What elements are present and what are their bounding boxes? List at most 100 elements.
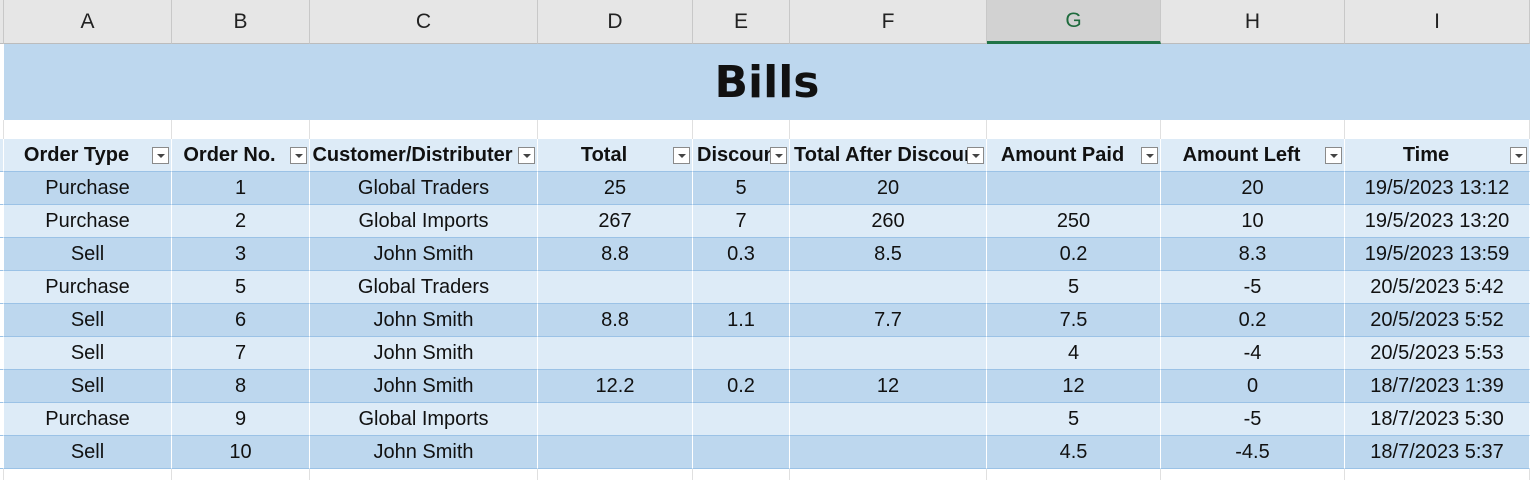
header-amount-left[interactable]: Amount Left xyxy=(1161,139,1345,172)
cell-amount-left[interactable]: 0 xyxy=(1161,370,1345,403)
cell-amount-left[interactable]: -5 xyxy=(1161,403,1345,436)
cell-amount-paid[interactable]: 5 xyxy=(987,271,1161,304)
cell-customer[interactable]: Global Traders xyxy=(310,172,538,205)
cell-time[interactable]: 20/5/2023 5:52 xyxy=(1345,304,1530,337)
sheet-title[interactable]: Bills xyxy=(714,56,820,108)
cell-total[interactable] xyxy=(538,337,693,370)
filter-dropdown-icon[interactable] xyxy=(1510,147,1527,164)
cell-discount[interactable]: 5 xyxy=(693,172,790,205)
cell-amount-paid[interactable]: 5 xyxy=(987,403,1161,436)
cell[interactable] xyxy=(987,469,1161,480)
filter-dropdown-icon[interactable] xyxy=(1325,147,1342,164)
cell[interactable] xyxy=(4,469,172,480)
cell[interactable] xyxy=(790,469,987,480)
cell-discount[interactable] xyxy=(693,403,790,436)
column-header-f[interactable]: F xyxy=(790,0,987,44)
cell-customer[interactable]: Global Traders xyxy=(310,271,538,304)
cell[interactable] xyxy=(1345,469,1530,480)
cell-order-no[interactable]: 10 xyxy=(172,436,310,469)
cell-total-after-discount[interactable] xyxy=(790,271,987,304)
cell-order-no[interactable]: 5 xyxy=(172,271,310,304)
cell-amount-left[interactable]: -4.5 xyxy=(1161,436,1345,469)
cell-time[interactable]: 18/7/2023 5:30 xyxy=(1345,403,1530,436)
cell-order-type[interactable]: Purchase xyxy=(4,403,172,436)
cell[interactable] xyxy=(1161,469,1345,480)
cell[interactable] xyxy=(310,120,538,139)
cell[interactable] xyxy=(538,469,693,480)
cell-time[interactable]: 18/7/2023 5:37 xyxy=(1345,436,1530,469)
cell-total[interactable]: 12.2 xyxy=(538,370,693,403)
cell-time[interactable]: 20/5/2023 5:42 xyxy=(1345,271,1530,304)
cell-time[interactable]: 18/7/2023 1:39 xyxy=(1345,370,1530,403)
cell-amount-left[interactable]: -5 xyxy=(1161,271,1345,304)
cell-discount[interactable] xyxy=(693,271,790,304)
cell-order-type[interactable]: Sell xyxy=(4,337,172,370)
cell-amount-paid[interactable]: 4.5 xyxy=(987,436,1161,469)
cell-amount-paid[interactable]: 0.2 xyxy=(987,238,1161,271)
cell-time[interactable]: 20/5/2023 5:53 xyxy=(1345,337,1530,370)
cell-customer[interactable]: John Smith xyxy=(310,436,538,469)
cell-total-after-discount[interactable]: 7.7 xyxy=(790,304,987,337)
cell-total[interactable]: 267 xyxy=(538,205,693,238)
cell-total-after-discount[interactable]: 8.5 xyxy=(790,238,987,271)
cell-total[interactable]: 25 xyxy=(538,172,693,205)
cell-amount-paid[interactable]: 250 xyxy=(987,205,1161,238)
cell-amount-left[interactable]: 20 xyxy=(1161,172,1345,205)
cell-amount-paid[interactable]: 12 xyxy=(987,370,1161,403)
cell-customer[interactable]: John Smith xyxy=(310,337,538,370)
column-header-h[interactable]: H xyxy=(1161,0,1345,44)
header-customer[interactable]: Customer/Distributer xyxy=(310,139,538,172)
cell-order-no[interactable]: 7 xyxy=(172,337,310,370)
cell-amount-paid[interactable]: 7.5 xyxy=(987,304,1161,337)
filter-dropdown-icon[interactable] xyxy=(967,147,984,164)
filter-dropdown-icon[interactable] xyxy=(770,147,787,164)
cell-time[interactable]: 19/5/2023 13:59 xyxy=(1345,238,1530,271)
cell[interactable] xyxy=(693,120,790,139)
cell-total-after-discount[interactable] xyxy=(790,337,987,370)
cell-order-type[interactable]: Sell xyxy=(4,304,172,337)
cell-time[interactable]: 19/5/2023 13:12 xyxy=(1345,172,1530,205)
column-header-c[interactable]: C xyxy=(310,0,538,44)
column-header-g[interactable]: G xyxy=(987,0,1161,44)
cell-order-type[interactable]: Sell xyxy=(4,238,172,271)
cell-order-type[interactable]: Purchase xyxy=(4,271,172,304)
cell-order-no[interactable]: 8 xyxy=(172,370,310,403)
cell-customer[interactable]: Global Imports xyxy=(310,205,538,238)
cell-order-no[interactable]: 3 xyxy=(172,238,310,271)
column-header-e[interactable]: E xyxy=(693,0,790,44)
filter-dropdown-icon[interactable] xyxy=(152,147,169,164)
cell-time[interactable]: 19/5/2023 13:20 xyxy=(1345,205,1530,238)
cell-order-no[interactable]: 2 xyxy=(172,205,310,238)
cell-amount-paid[interactable]: 4 xyxy=(987,337,1161,370)
cell-total[interactable] xyxy=(538,403,693,436)
header-order-type[interactable]: Order Type xyxy=(4,139,172,172)
cell-order-type[interactable]: Purchase xyxy=(4,172,172,205)
select-all-corner[interactable] xyxy=(0,0,4,44)
cell-amount-left[interactable]: 8.3 xyxy=(1161,238,1345,271)
cell-discount[interactable]: 7 xyxy=(693,205,790,238)
cell[interactable] xyxy=(172,120,310,139)
cell-total-after-discount[interactable]: 20 xyxy=(790,172,987,205)
header-time[interactable]: Time xyxy=(1345,139,1530,172)
cell-total-after-discount[interactable]: 260 xyxy=(790,205,987,238)
cell-amount-left[interactable]: -4 xyxy=(1161,337,1345,370)
header-discount[interactable]: Discount xyxy=(693,139,790,172)
cell-discount[interactable]: 0.2 xyxy=(693,370,790,403)
cell[interactable] xyxy=(693,469,790,480)
cell-customer[interactable]: John Smith xyxy=(310,238,538,271)
cell[interactable] xyxy=(987,120,1161,139)
cell-order-no[interactable]: 1 xyxy=(172,172,310,205)
cell-total-after-discount[interactable]: 12 xyxy=(790,370,987,403)
cell[interactable] xyxy=(538,120,693,139)
header-order-no[interactable]: Order No. xyxy=(172,139,310,172)
filter-dropdown-icon[interactable] xyxy=(518,147,535,164)
cell[interactable] xyxy=(1161,120,1345,139)
header-amount-paid[interactable]: Amount Paid xyxy=(987,139,1161,172)
filter-dropdown-icon[interactable] xyxy=(673,147,690,164)
cell-order-no[interactable]: 9 xyxy=(172,403,310,436)
cell[interactable] xyxy=(1345,120,1530,139)
filter-dropdown-icon[interactable] xyxy=(1141,147,1158,164)
cell-order-type[interactable]: Purchase xyxy=(4,205,172,238)
cell-total[interactable]: 8.8 xyxy=(538,304,693,337)
cell-discount[interactable] xyxy=(693,436,790,469)
